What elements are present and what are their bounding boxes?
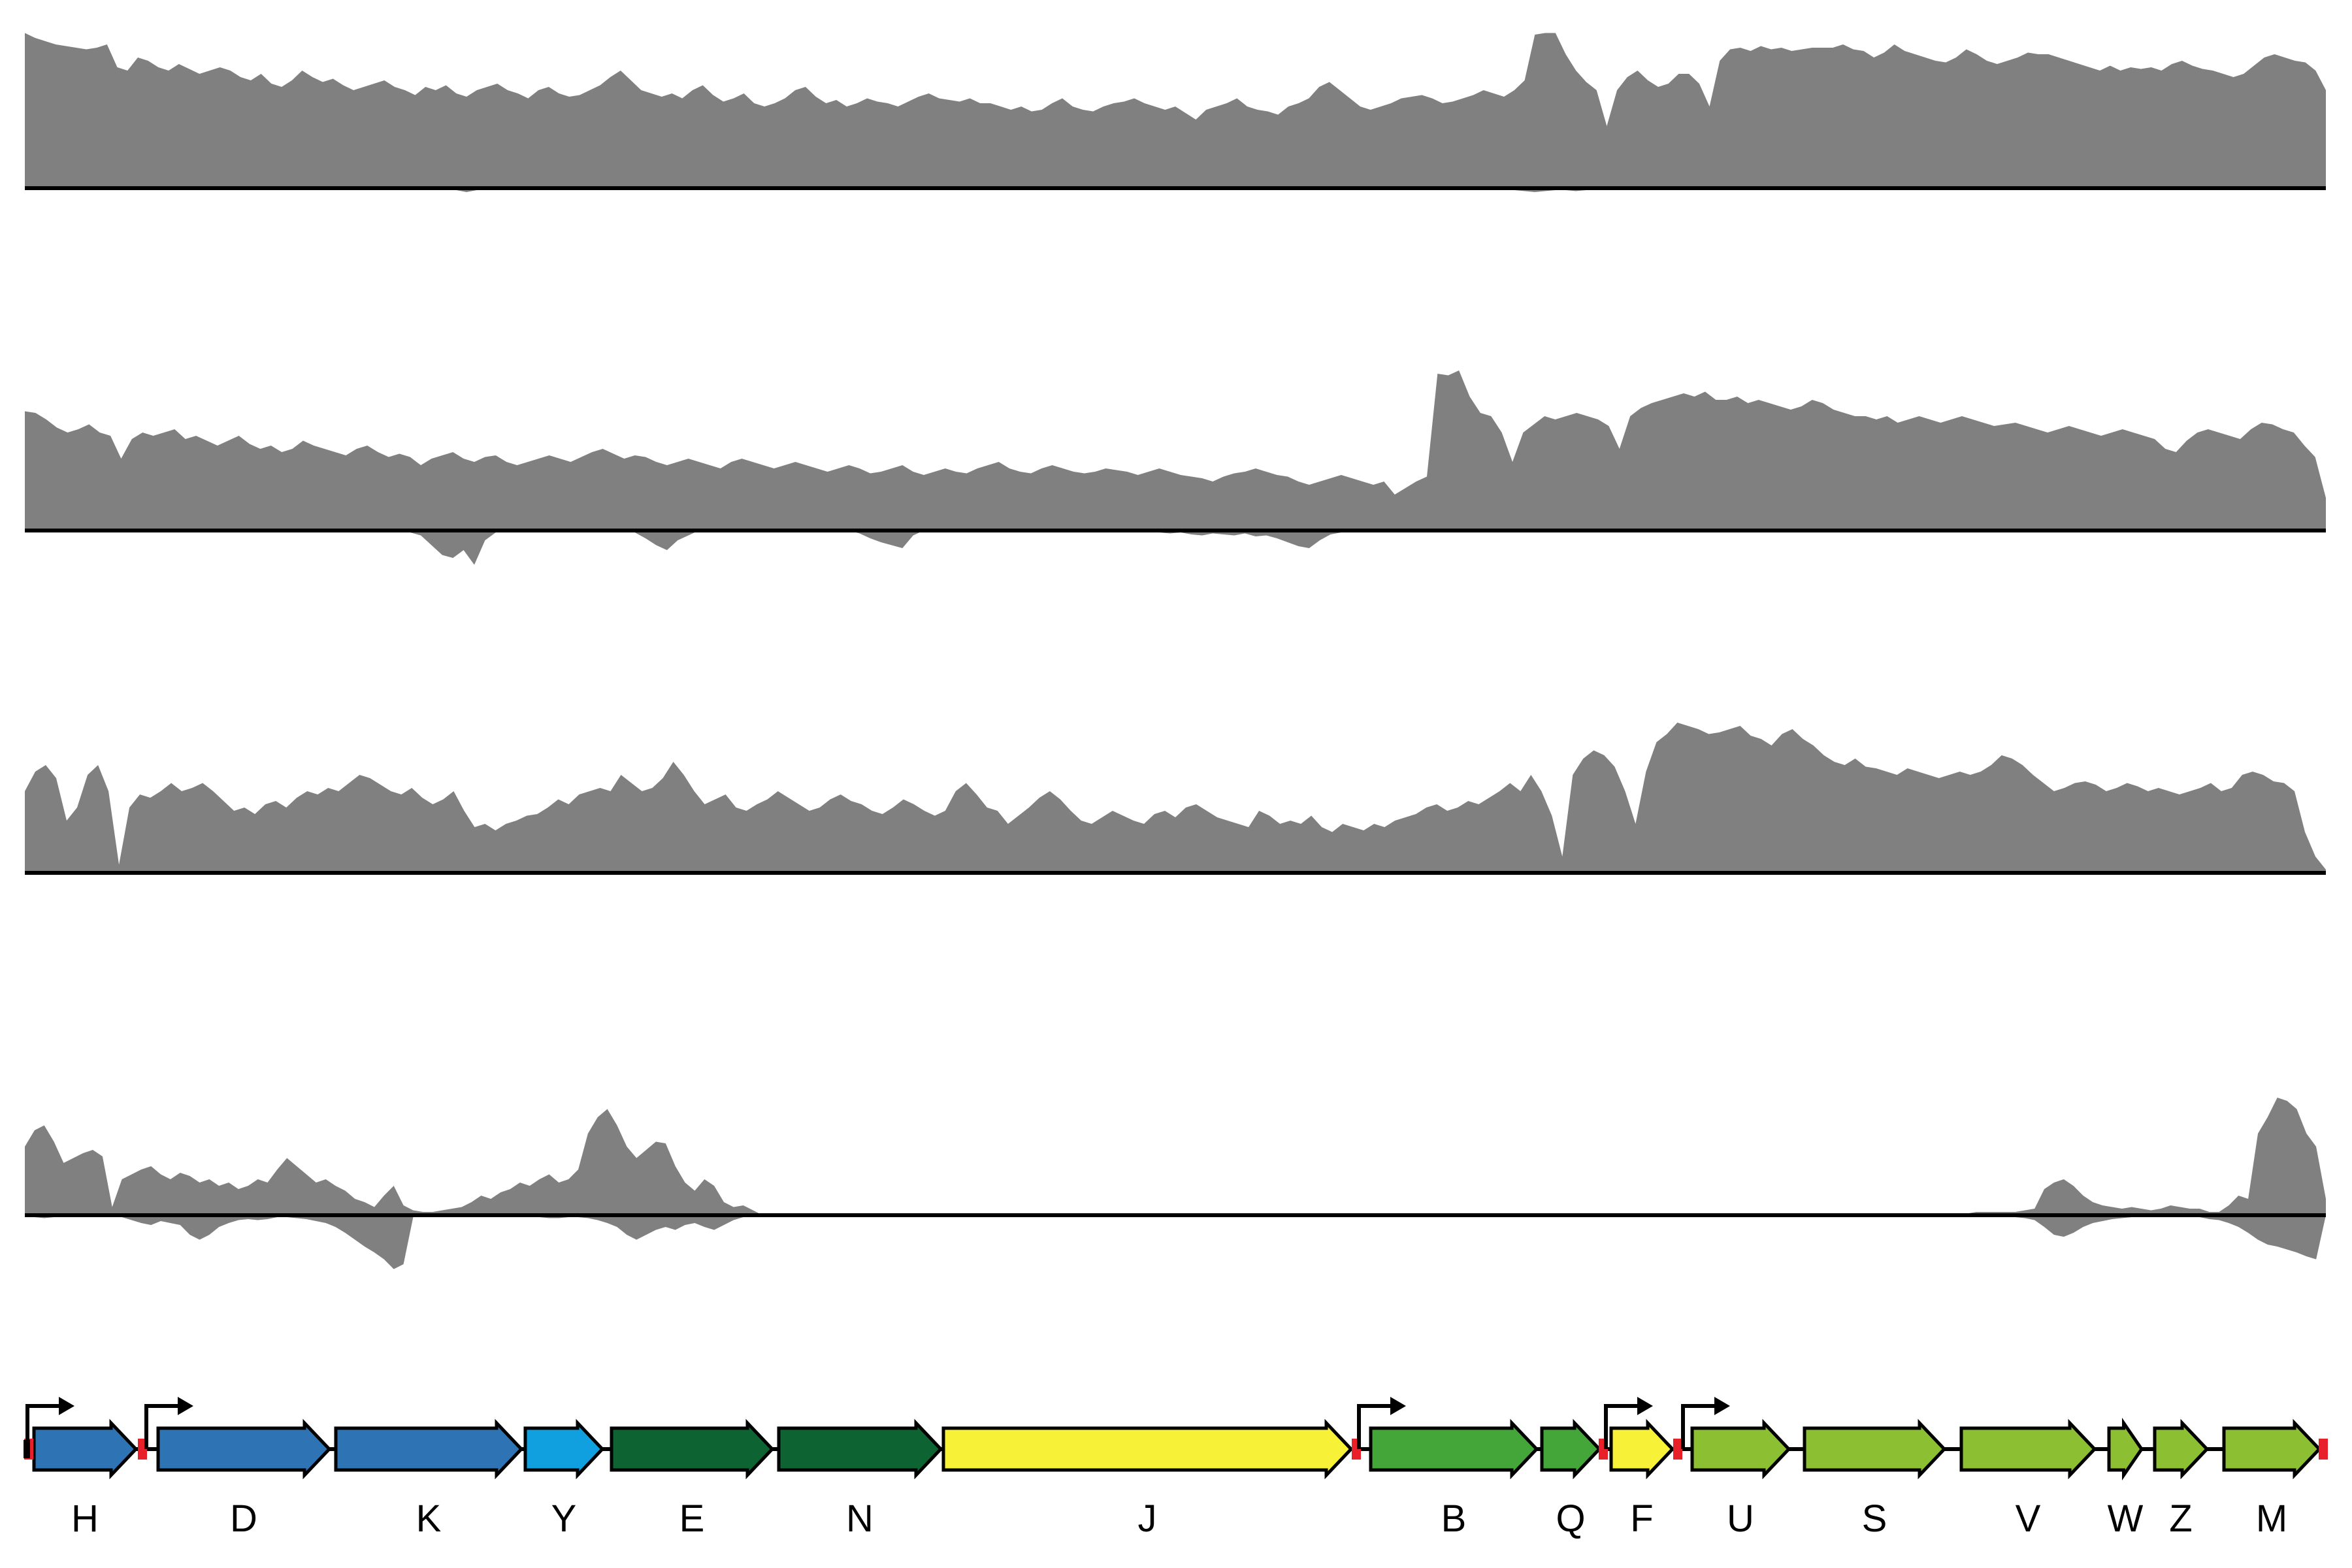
gene-label-j: J [1138, 1497, 1157, 1540]
gene-label-n: N [846, 1497, 874, 1540]
gene-arrow-d [156, 1418, 332, 1480]
gene-arrow-e [610, 1418, 775, 1480]
gene-label-v: V [2016, 1497, 2041, 1540]
promoters [25, 1397, 1730, 1449]
terminator-marker [1673, 1439, 1682, 1460]
gene-arrow-q [1540, 1418, 1602, 1480]
gene-arrow-v [1959, 1418, 2097, 1480]
terminator-marker [2319, 1439, 2328, 1460]
gene-arrow-z [2153, 1418, 2210, 1480]
promoter-arrow [1681, 1397, 1730, 1449]
gene-arrow-f [1609, 1418, 1675, 1480]
promoter-arrow [144, 1397, 193, 1449]
operon-map: H D K Y E N J B Q F U S V W Z M [24, 1397, 2328, 1540]
gene-label-m: M [2256, 1497, 2287, 1540]
forward-coverage-area [25, 370, 2326, 531]
reverse-coverage-area [25, 531, 2352, 565]
gene-label-b: B [1441, 1497, 1467, 1540]
gene-arrow-w [2107, 1417, 2144, 1481]
gene-arrow-b [1369, 1418, 1539, 1480]
coverage-tracks [25, 33, 2352, 1269]
gene-arrow-h [32, 1418, 139, 1480]
gene-arrow-u [1690, 1418, 1791, 1480]
gene-arrow-s [1803, 1418, 1947, 1480]
reverse-coverage-area [25, 1215, 2326, 1269]
coverage-track-4 [25, 1098, 2326, 1269]
forward-coverage-area [25, 1098, 2326, 1215]
promoter-arrow [1357, 1397, 1406, 1449]
coverage-track-3 [25, 723, 2326, 875]
forward-coverage-area [25, 33, 2326, 188]
gene-arrow-k [334, 1418, 524, 1480]
gene-label-f: F [1630, 1497, 1653, 1540]
coverage-track-1 [25, 33, 2352, 192]
gene-label-d: D [230, 1497, 257, 1540]
gene-label-e: E [679, 1497, 705, 1540]
gene-label-z: Z [2169, 1497, 2192, 1540]
gene-label-k: K [416, 1497, 442, 1540]
promoter-arrow [1604, 1397, 1653, 1449]
gene-labels: H D K Y E N J B Q F U S V W Z M [71, 1497, 2287, 1540]
gene-label-y: Y [551, 1497, 577, 1540]
gene-label-h: H [71, 1497, 99, 1540]
gene-arrow-m [2222, 1418, 2322, 1480]
gene-label-u: U [1727, 1497, 1754, 1540]
forward-coverage-area [25, 723, 2326, 873]
gene-label-q: Q [1556, 1497, 1585, 1540]
gene-arrows [32, 1417, 2322, 1481]
gene-label-s: S [1862, 1497, 1887, 1540]
coverage-track-2 [25, 370, 2352, 565]
gene-label-w: W [2108, 1497, 2144, 1540]
gene-arrow-n [777, 1418, 943, 1480]
gene-arrow-j [941, 1418, 1354, 1480]
gene-arrow-y [523, 1418, 605, 1480]
promoter-arrow [25, 1397, 74, 1449]
